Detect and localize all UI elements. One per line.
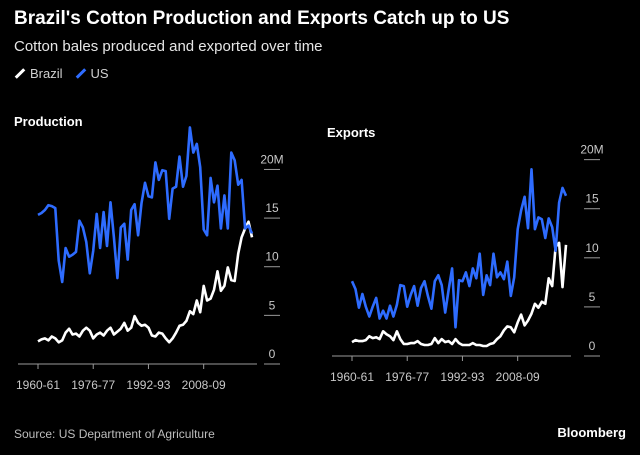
production-series-us xyxy=(37,126,254,284)
legend-label-us: US xyxy=(90,66,109,81)
chart-subtitle: Cotton bales produced and exported over … xyxy=(14,38,323,55)
exports-x-tick-label: 1960-61 xyxy=(330,370,374,384)
exports-y-tick-label: 5 xyxy=(589,290,596,304)
production-y-tick-label: 5 xyxy=(269,298,276,312)
chart-title: Brazil's Cotton Production and Exports C… xyxy=(14,8,510,29)
exports-series-us xyxy=(350,168,568,329)
brand-logo: Bloomberg xyxy=(557,425,626,440)
exports-y-tick-label: 10 xyxy=(585,241,599,255)
exports-x-tick-label: 2008-09 xyxy=(496,370,540,384)
legend-item-brazil: Brazil xyxy=(14,66,63,81)
production-y-tick-label: 15 xyxy=(265,201,279,215)
production-y-tick-label: 20M xyxy=(260,152,283,166)
exports-series-brazil xyxy=(351,241,568,348)
production-y-tick-label: 10 xyxy=(265,250,279,264)
production-y-tick-label: 0 xyxy=(269,347,276,361)
source-note: Source: US Department of Agriculture xyxy=(14,427,215,441)
exports-y-tick-label: 20M xyxy=(580,143,603,157)
legend-label-brazil: Brazil xyxy=(30,66,63,81)
exports-x-tick-label: 1976-77 xyxy=(385,370,429,384)
legend: Brazil US xyxy=(14,66,109,81)
production-x-tick-label: 1992-93 xyxy=(126,378,170,392)
production-x-tick-label: 2008-09 xyxy=(182,378,226,392)
production-x-tick-label: 1976-77 xyxy=(71,378,115,392)
exports-y-tick-label: 15 xyxy=(585,192,599,206)
production-series-brazil xyxy=(37,220,254,344)
legend-item-us: US xyxy=(75,66,109,81)
exports-panel-title: Exports xyxy=(327,125,376,140)
exports-y-tick-label: 0 xyxy=(589,339,596,353)
production-x-tick-label: 1960-61 xyxy=(16,378,60,392)
production-panel-title: Production xyxy=(14,114,83,129)
exports-x-tick-label: 1992-93 xyxy=(440,370,484,384)
